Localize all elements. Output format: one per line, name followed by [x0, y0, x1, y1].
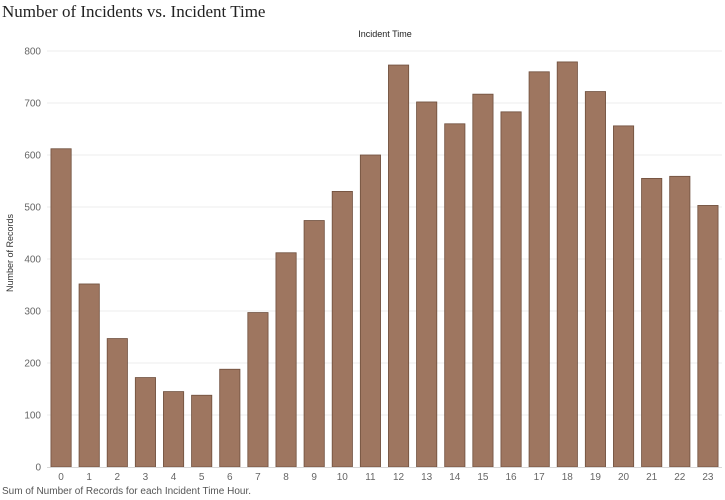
bars [50, 61, 719, 468]
bar-hour-19 [584, 91, 606, 468]
bar-hour-5 [191, 394, 213, 468]
y-tick-label: 500 [24, 203, 41, 214]
bar-hour-1 [78, 283, 100, 468]
bar-hour-2 [106, 338, 128, 468]
y-tick-label: 100 [24, 411, 41, 422]
x-tick-label: 14 [449, 472, 461, 483]
x-tick-label: 7 [255, 472, 261, 483]
y-tick-label: 200 [24, 359, 41, 370]
x-tick-label: 16 [506, 472, 518, 483]
x-tick-label: 13 [421, 472, 433, 483]
x-tick-label: 3 [143, 472, 149, 483]
bar-hour-20 [613, 125, 635, 468]
x-tick-label: 4 [171, 472, 177, 483]
bar-hour-3 [134, 377, 156, 468]
y-tick-label: 700 [24, 99, 41, 110]
x-tick-label: 9 [311, 472, 317, 483]
bar-hour-15 [472, 93, 494, 468]
bar-hour-18 [556, 61, 578, 468]
x-tick-label: 11 [365, 472, 376, 483]
bar-hour-6 [219, 368, 241, 468]
x-tick-label: 23 [702, 472, 714, 483]
x-tick-label: 2 [115, 472, 121, 483]
y-tick-label: 0 [35, 463, 41, 474]
x-tick-label: 12 [393, 472, 405, 483]
bar-hour-11 [359, 154, 381, 468]
bar-hour-8 [275, 252, 297, 468]
bar-hour-12 [388, 64, 410, 468]
x-tick-label: 10 [337, 472, 349, 483]
x-tick-label: 5 [199, 472, 205, 483]
bar-hour-4 [163, 391, 185, 468]
y-tick-labels: 0 100 200 300 400 500 600 700 800 [24, 47, 41, 474]
bar-hour-9 [303, 220, 325, 468]
x-tick-label: 19 [590, 472, 602, 483]
x-tick-label: 22 [674, 472, 686, 483]
bar-hour-0 [50, 148, 72, 468]
y-tick-label: 800 [24, 47, 41, 58]
x-tick-label: 6 [227, 472, 233, 483]
x-axis-header: Incident Time [358, 29, 412, 39]
gridlines [47, 50, 722, 416]
x-tick-label: 15 [477, 472, 489, 483]
bar-hour-23 [697, 205, 719, 468]
bar-hour-10 [331, 190, 353, 468]
x-tick-label: 1 [86, 472, 92, 483]
bar-hour-22 [669, 175, 691, 468]
x-tick-label: 21 [646, 472, 658, 483]
x-tick-labels: 0 1 2 3 4 5 6 7 8 9 10 11 12 13 14 15 16 17 18 19 20 21 22 23 [58, 472, 714, 483]
bar-hour-14 [444, 123, 466, 468]
x-tick-label: 8 [283, 472, 289, 483]
chart-footnote: Sum of Number of Records for each Incide… [2, 486, 251, 497]
x-tick-label: 17 [534, 472, 546, 483]
chart-title: Number of Incidents vs. Incident Time [2, 2, 266, 21]
y-tick-label: 300 [24, 307, 41, 318]
bar-hour-21 [641, 177, 663, 468]
bar-hour-13 [416, 101, 438, 468]
x-tick-label: 20 [618, 472, 630, 483]
y-tick-label: 400 [24, 255, 41, 266]
x-tick-label: 18 [562, 472, 574, 483]
bar-hour-7 [247, 312, 269, 468]
bar-hour-17 [528, 71, 550, 468]
y-tick-label: 600 [24, 151, 41, 162]
y-axis-title: Number of Records [5, 213, 15, 292]
bar-hour-16 [500, 111, 522, 468]
x-tick-label: 0 [58, 472, 64, 483]
